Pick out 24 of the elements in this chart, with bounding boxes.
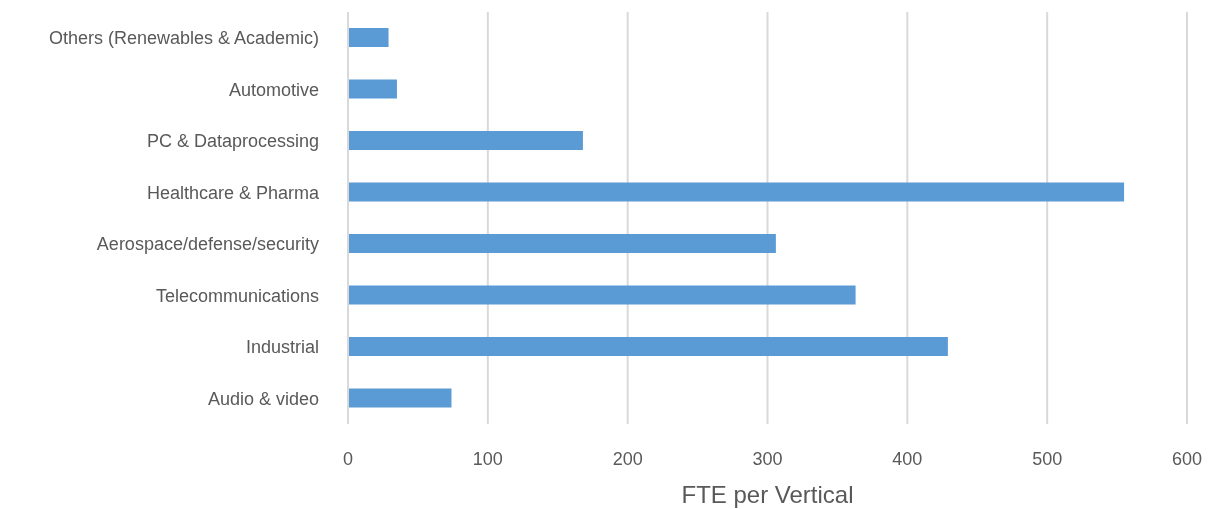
x-tick-label: 0 [342,448,354,469]
y-tick-label: Automotive [228,79,319,100]
x-tick-label: 100 [472,448,503,469]
y-tick-label: PC & Dataprocessing [146,131,319,152]
bar [348,131,583,150]
x-tick-label: 300 [752,448,783,469]
y-tick-label: Others (Renewables & Academic) [48,28,319,49]
x-tick-label: 500 [1032,448,1063,469]
x-axis-title: FTE per Vertical [681,481,854,508]
bar [348,234,776,253]
bar [348,388,452,408]
y-tick-label: Healthcare & Pharma [146,182,320,203]
bar [348,182,1125,202]
y-tick-label: Telecommunications [155,285,319,306]
x-tick-label: 400 [892,448,923,469]
bar [348,337,948,356]
bar [348,79,397,99]
y-tick-label: Industrial [245,337,319,358]
x-tick-label: 600 [1171,448,1203,469]
x-tick-label: 200 [612,448,643,469]
bar [348,28,389,47]
y-tick-label: Aerospace/defense/security [96,234,319,255]
y-tick-label: Audio & video [207,388,319,409]
bar [348,285,856,305]
